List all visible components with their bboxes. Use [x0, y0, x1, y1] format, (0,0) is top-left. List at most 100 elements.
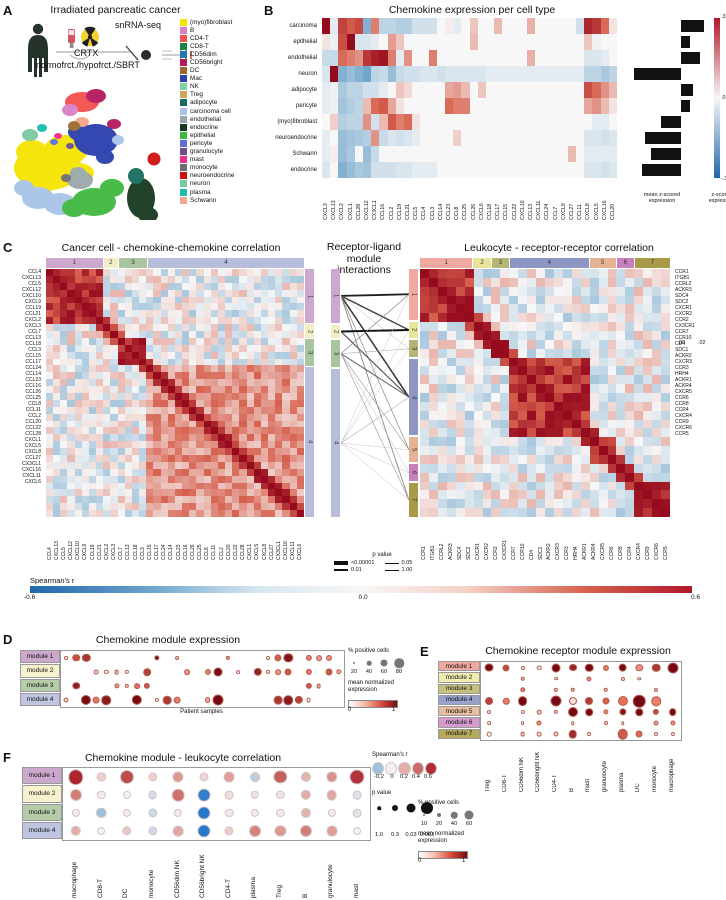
heatmap-cell [428, 114, 437, 130]
heatmap-cell [535, 98, 544, 114]
corr-cell [232, 461, 240, 469]
celltype-legend-item[interactable]: Treg [180, 91, 234, 99]
celltype-legend-item[interactable]: granulocyte [180, 148, 234, 156]
module-label[interactable]: module 2 [438, 672, 480, 683]
corr-cell [500, 481, 510, 491]
celltype-legend-item[interactable]: CD4-T [180, 34, 234, 42]
heatmap-cell [453, 18, 462, 34]
corr-cell [110, 358, 118, 366]
corr-cell [500, 446, 510, 455]
corr-cell [275, 392, 283, 400]
module-label[interactable]: module 2 [22, 785, 62, 803]
corr-cell [437, 472, 447, 482]
module-node[interactable]: 1 [409, 269, 418, 320]
corr-cell [527, 472, 537, 482]
module-label[interactable]: module 4 [20, 692, 60, 706]
module-node[interactable]: 7 [409, 483, 418, 517]
module-band[interactable]: 3 [305, 339, 314, 367]
corr-cell [239, 413, 247, 421]
dotplot-dot [536, 720, 542, 726]
module-label[interactable]: module 1 [438, 661, 480, 672]
module-band[interactable]: 2 [473, 258, 491, 268]
celltype-legend-item[interactable]: pericyte [180, 139, 234, 147]
corr-cell [67, 282, 75, 290]
dotplot-dot [173, 696, 181, 704]
celltype-legend-item[interactable]: CD56dim [180, 50, 234, 58]
corr-cell [53, 365, 61, 373]
module-band[interactable]: 5 [589, 258, 616, 268]
corr-cell [296, 303, 304, 311]
celltype-legend-item[interactable]: DC [180, 67, 234, 75]
celltype-legend-item[interactable]: neuron [180, 180, 234, 188]
dotplot-dot [618, 663, 628, 672]
celltype-legend-item[interactable]: epithelial [180, 131, 234, 139]
module-label[interactable]: module 4 [438, 694, 480, 706]
corr-cell [46, 269, 54, 276]
module-node[interactable]: 5 [409, 437, 418, 463]
module-label[interactable]: module 1 [20, 650, 60, 664]
celltype-legend-item[interactable]: carcinoma cell [180, 107, 234, 115]
module-label[interactable]: module 3 [438, 683, 480, 694]
celltype-legend-item[interactable]: NK [180, 83, 234, 91]
corr-cell [167, 427, 175, 435]
heatmap-cell [395, 18, 404, 34]
heatmap-cell [469, 146, 478, 162]
module-label[interactable]: module 3 [22, 803, 62, 821]
celltype-legend-item[interactable]: Schwann [180, 196, 234, 204]
module-node[interactable]: 3 [409, 340, 418, 358]
corr-cell [74, 379, 82, 387]
dotplot-dot [101, 695, 112, 705]
module-band[interactable]: 7 [635, 258, 670, 268]
corr-cell [239, 289, 247, 297]
module-label[interactable]: module 3 [20, 678, 60, 692]
module-band[interactable]: 2 [305, 324, 314, 339]
module-band[interactable]: 1 [420, 258, 473, 268]
heatmap-cell [322, 34, 331, 50]
corr-cell [174, 420, 183, 428]
celltype-legend-item[interactable]: Mac [180, 75, 234, 83]
celltype-legend-swatch [180, 123, 187, 131]
celltype-legend-item[interactable]: plasma [180, 188, 234, 196]
corr-cell [275, 337, 283, 345]
celltype-legend-item[interactable]: endothelial [180, 115, 234, 123]
module-band[interactable]: 3 [118, 258, 148, 268]
celltype-legend-item[interactable]: monocyte [180, 164, 234, 172]
module-band[interactable]: 2 [103, 258, 118, 268]
axis-label: CXCR4 [635, 543, 642, 560]
celltype-legend-item[interactable]: (myo)fibroblast [180, 18, 234, 26]
module-node[interactable]: 2 [409, 321, 418, 339]
module-label[interactable]: module 4 [22, 821, 62, 839]
module-label[interactable]: module 6 [438, 717, 480, 728]
module-band[interactable]: 4 [305, 367, 314, 517]
celltype-legend-item[interactable]: CD56bright [180, 58, 234, 67]
module-band[interactable]: 1 [46, 258, 103, 268]
module-band[interactable]: 6 [616, 258, 635, 268]
celltype-legend-item[interactable]: adipocyte [180, 99, 234, 107]
corr-cell [182, 324, 190, 331]
celltype-legend-item[interactable]: neuroendocrine [180, 172, 234, 180]
module-label[interactable]: module 5 [438, 706, 480, 717]
module-node[interactable]: 4 [331, 369, 340, 517]
corr-cell [580, 348, 590, 358]
celltype-legend-item[interactable]: B [180, 26, 234, 34]
corr-cell [643, 499, 653, 509]
module-node[interactable]: 6 [409, 464, 418, 482]
module-label[interactable]: module 2 [20, 664, 60, 678]
module-node[interactable]: 3 [331, 340, 340, 368]
module-label[interactable]: module 1 [22, 767, 62, 785]
axis-label: CCR7 [675, 329, 689, 335]
corr-cell [217, 427, 226, 435]
corr-cell [81, 289, 89, 297]
corr-cell [174, 317, 183, 325]
celltype-legend-item[interactable]: CD8-T [180, 42, 234, 50]
module-node[interactable]: 1 [331, 269, 340, 323]
module-node[interactable]: 4 [409, 359, 418, 436]
celltype-legend-item[interactable]: endocrine [180, 123, 234, 131]
module-node[interactable]: 2 [331, 324, 340, 339]
module-label[interactable]: module 7 [438, 728, 480, 739]
module-band[interactable]: 4 [510, 258, 589, 268]
celltype-legend-item[interactable]: mast [180, 156, 234, 164]
module-band[interactable]: 4 [148, 258, 304, 268]
module-band[interactable]: 1 [305, 269, 314, 324]
module-band[interactable]: 3 [491, 258, 510, 268]
